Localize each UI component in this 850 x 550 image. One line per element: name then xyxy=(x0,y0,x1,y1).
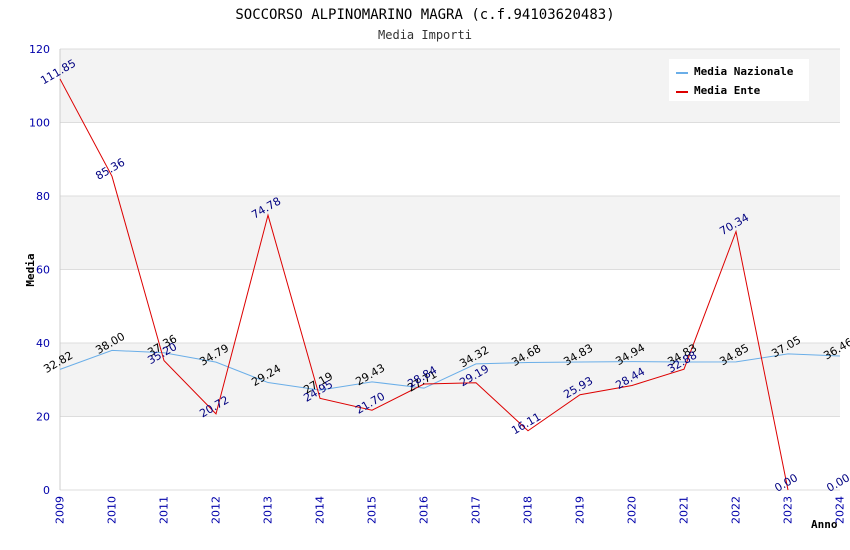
x-tick-label: 2020 xyxy=(626,496,639,524)
x-tick-label: 2023 xyxy=(782,496,795,524)
y-axis-ticks: 0 20 40 60 80 100 120 xyxy=(29,43,50,497)
x-tick-label: 2010 xyxy=(106,496,119,524)
x-tick-label: 2013 xyxy=(262,496,275,524)
chart-subtitle: Media Importi xyxy=(378,28,472,42)
x-tick-label: 2019 xyxy=(574,496,587,524)
y-tick-label: 60 xyxy=(36,264,50,277)
y-tick-label: 80 xyxy=(36,190,50,203)
chart-title: SOCCORSO ALPINOMARINO MAGRA (c.f.9410362… xyxy=(235,7,614,23)
legend-label-nazionale: Media Nazionale xyxy=(694,65,794,78)
legend: Media Nazionale Media Ente xyxy=(669,59,809,101)
x-tick-label: 2018 xyxy=(522,496,535,524)
x-tick-label: 2024 xyxy=(834,496,847,524)
x-tick-label: 2016 xyxy=(418,496,431,524)
series-lines xyxy=(59,78,841,491)
x-tick-label: 2011 xyxy=(158,496,171,524)
series-line-ente xyxy=(59,78,789,491)
series-line-nazionale xyxy=(59,349,841,391)
y-tick-label: 40 xyxy=(36,337,50,350)
x-tick-label: 2022 xyxy=(730,496,743,524)
legend-box xyxy=(669,59,809,101)
grid-band xyxy=(60,196,840,270)
y-tick-label: 100 xyxy=(29,117,50,130)
x-axis-ticks: 2009 2010 2011 2012 2013 2014 2015 2016 2017 2018… xyxy=(54,496,847,524)
grid-band xyxy=(60,122,840,196)
grid-bands xyxy=(59,48,840,491)
y-tick-label: 120 xyxy=(29,43,50,56)
y-axis-label: Media xyxy=(24,253,37,286)
x-tick-label: 2017 xyxy=(470,496,483,524)
y-tick-label: 20 xyxy=(36,411,50,424)
grid-band xyxy=(60,269,840,343)
x-tick-label: 2009 xyxy=(54,496,67,524)
x-tick-label: 2014 xyxy=(314,496,327,524)
x-axis-label: Anno xyxy=(811,518,838,531)
legend-label-ente: Media Ente xyxy=(694,84,761,97)
y-tick-label: 0 xyxy=(43,484,50,497)
x-tick-label: 2021 xyxy=(678,496,691,524)
grid-band xyxy=(60,343,840,417)
x-tick-label: 2015 xyxy=(366,496,379,524)
grid-band xyxy=(60,416,840,490)
x-tick-label: 2012 xyxy=(210,496,223,524)
